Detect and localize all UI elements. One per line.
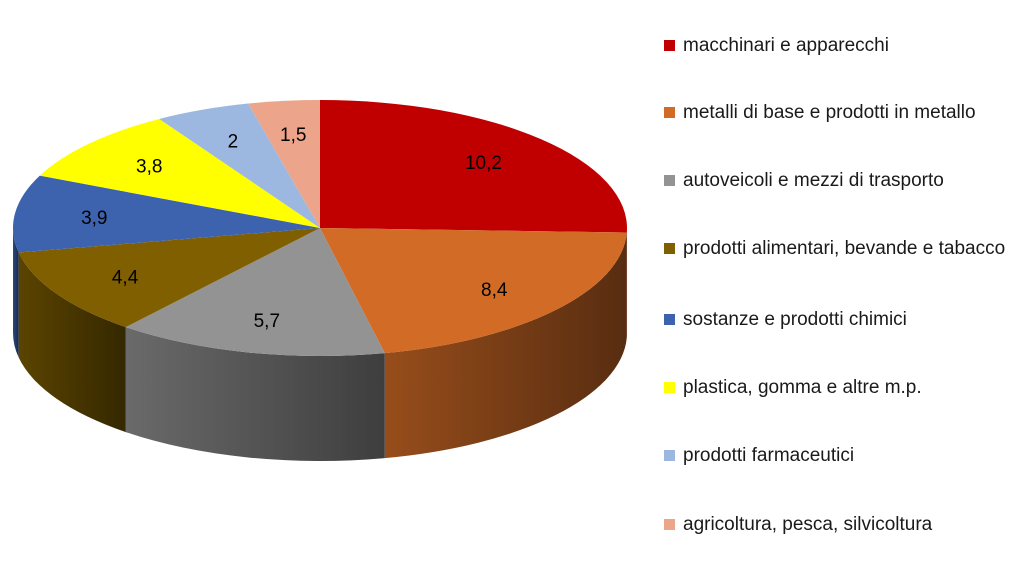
pie-slice-5 <box>13 175 321 253</box>
legend-label: plastica, gomma e altre m.p. <box>683 377 922 398</box>
legend-label: agricoltura, pesca, silvicoltura <box>683 514 933 535</box>
legend-label: sostanze e prodotti chimici <box>683 309 907 330</box>
legend-label: metalli di base e prodotti in metallo <box>683 102 976 123</box>
legend-item: autoveicoli e mezzi di trasporto <box>664 168 1023 193</box>
legend-item: prodotti farmaceutici <box>664 443 1023 468</box>
pie-slices <box>13 100 627 357</box>
legend-item: metalli di base e prodotti in metallo <box>664 100 1023 125</box>
legend-swatch <box>664 382 675 393</box>
legend-label: prodotti alimentari, bevande e tabacco <box>683 238 1006 259</box>
legend-item: macchinari e apparecchi <box>664 33 1023 58</box>
legend-label: autoveicoli e mezzi di trasporto <box>683 170 944 191</box>
legend-label: prodotti farmaceutici <box>683 445 855 466</box>
data-label-7: 2 <box>228 132 239 153</box>
pie-slice-4 <box>18 228 320 328</box>
legend-item: agricoltura, pesca, silvicoltura <box>664 512 1023 537</box>
pie-side-5 <box>13 228 19 358</box>
pie-side-4 <box>18 252 126 433</box>
legend-swatch <box>664 314 675 325</box>
data-label-2: 8,4 <box>481 280 508 301</box>
legend-swatch <box>664 107 675 118</box>
pie-slice-2 <box>320 228 627 354</box>
legend-item: plastica, gomma e altre m.p. <box>664 375 1023 400</box>
legend-swatch <box>664 450 675 461</box>
legend-swatch <box>664 175 675 186</box>
data-label-1: 10,2 <box>465 153 502 174</box>
pie-slice-7 <box>159 103 320 228</box>
pie-slice-1 <box>320 100 627 233</box>
legend-swatch <box>664 40 675 51</box>
pie-side-3 <box>125 327 385 461</box>
data-label-6: 3,8 <box>136 157 162 178</box>
pie-slice-6 <box>39 118 320 228</box>
pie-slice-3 <box>125 228 385 357</box>
legend-swatch <box>664 243 675 254</box>
legend-label: macchinari e apparecchi <box>683 35 889 56</box>
data-label-8: 1,5 <box>280 125 306 146</box>
pie-sides <box>13 228 627 461</box>
pie-chart: 10,2 8,4 5,7 4,4 3,9 3,8 2 1,5 <box>13 100 627 461</box>
data-label-4: 4,4 <box>112 268 139 289</box>
legend-item: sostanze e prodotti chimici <box>664 307 1023 332</box>
pie-slice-8 <box>248 100 320 228</box>
data-label-5: 3,9 <box>81 208 107 229</box>
legend-item: prodotti alimentari, bevande e tabacco <box>664 236 1023 261</box>
pie-side-2 <box>384 232 627 459</box>
data-label-3: 5,7 <box>254 311 280 332</box>
pie-data-labels: 10,2 8,4 5,7 4,4 3,9 3,8 2 1,5 <box>81 125 508 332</box>
legend-swatch <box>664 519 675 530</box>
